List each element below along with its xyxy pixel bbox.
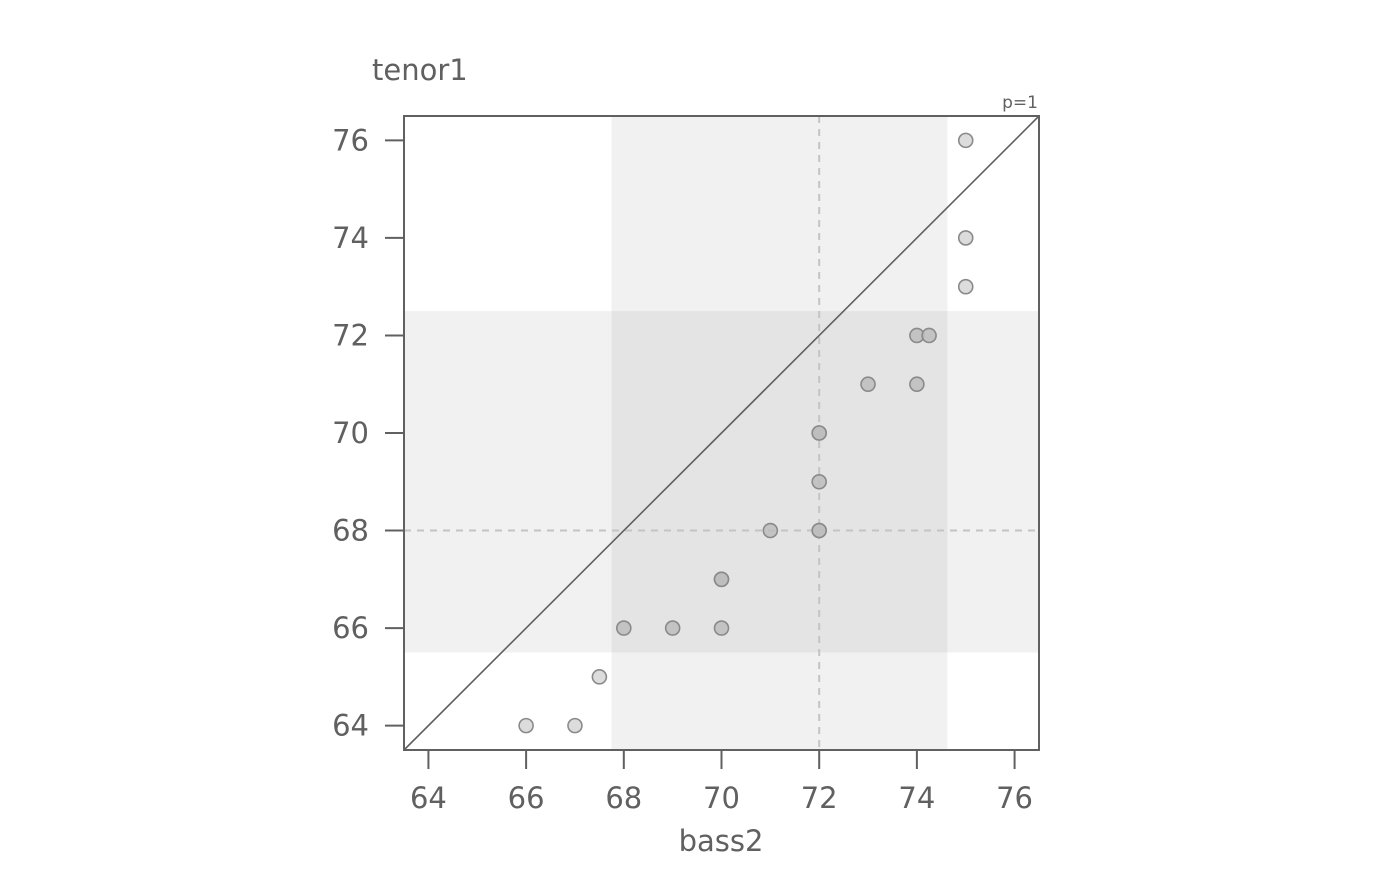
data-point (518, 717, 534, 734)
corner-label: p=1 (1002, 93, 1038, 113)
band-overlap (611, 311, 948, 653)
x-tick-label: 64 (410, 781, 447, 815)
data-point (591, 669, 608, 685)
data-point (957, 278, 974, 295)
y-tick-label: 72 (332, 318, 369, 352)
data-point (811, 522, 827, 539)
x-tick-label: 66 (508, 781, 545, 815)
y-tick-label: 64 (332, 709, 369, 743)
y-tick-label: 68 (332, 514, 369, 548)
bands-layer (404, 116, 1039, 750)
data-point (811, 425, 827, 441)
points-layer (518, 132, 974, 734)
data-point (921, 327, 937, 344)
data-point (909, 376, 925, 393)
y-tick-label: 76 (332, 123, 369, 157)
y-tick-label: 66 (332, 611, 369, 645)
x-tick-label: 74 (898, 781, 935, 815)
x-tick-label: 72 (801, 781, 838, 815)
data-point (616, 620, 632, 636)
data-point (811, 473, 827, 490)
data-point (713, 620, 730, 636)
data-point (713, 571, 730, 588)
x-tick-label: 68 (605, 781, 642, 815)
data-point (664, 620, 681, 636)
y-axis: 64 66 68 70 72 74 76 (332, 123, 404, 743)
y-tick-label: 74 (332, 221, 369, 255)
y-tick-label: 70 (332, 416, 369, 450)
data-point (957, 132, 974, 149)
reference-line-layer (403, 115, 1040, 751)
data-point (860, 376, 876, 393)
data-point (957, 230, 974, 246)
x-tick-label: 70 (703, 781, 740, 815)
x-axis: 64 66 68 70 72 74 76 (410, 750, 1033, 815)
x-tick-label: 76 (996, 781, 1033, 815)
y-axis-label: tenor1 (372, 53, 468, 87)
data-point (762, 522, 779, 539)
data-point (567, 717, 583, 734)
x-axis-label: bass2 (679, 824, 764, 858)
identity-line (403, 115, 1040, 751)
